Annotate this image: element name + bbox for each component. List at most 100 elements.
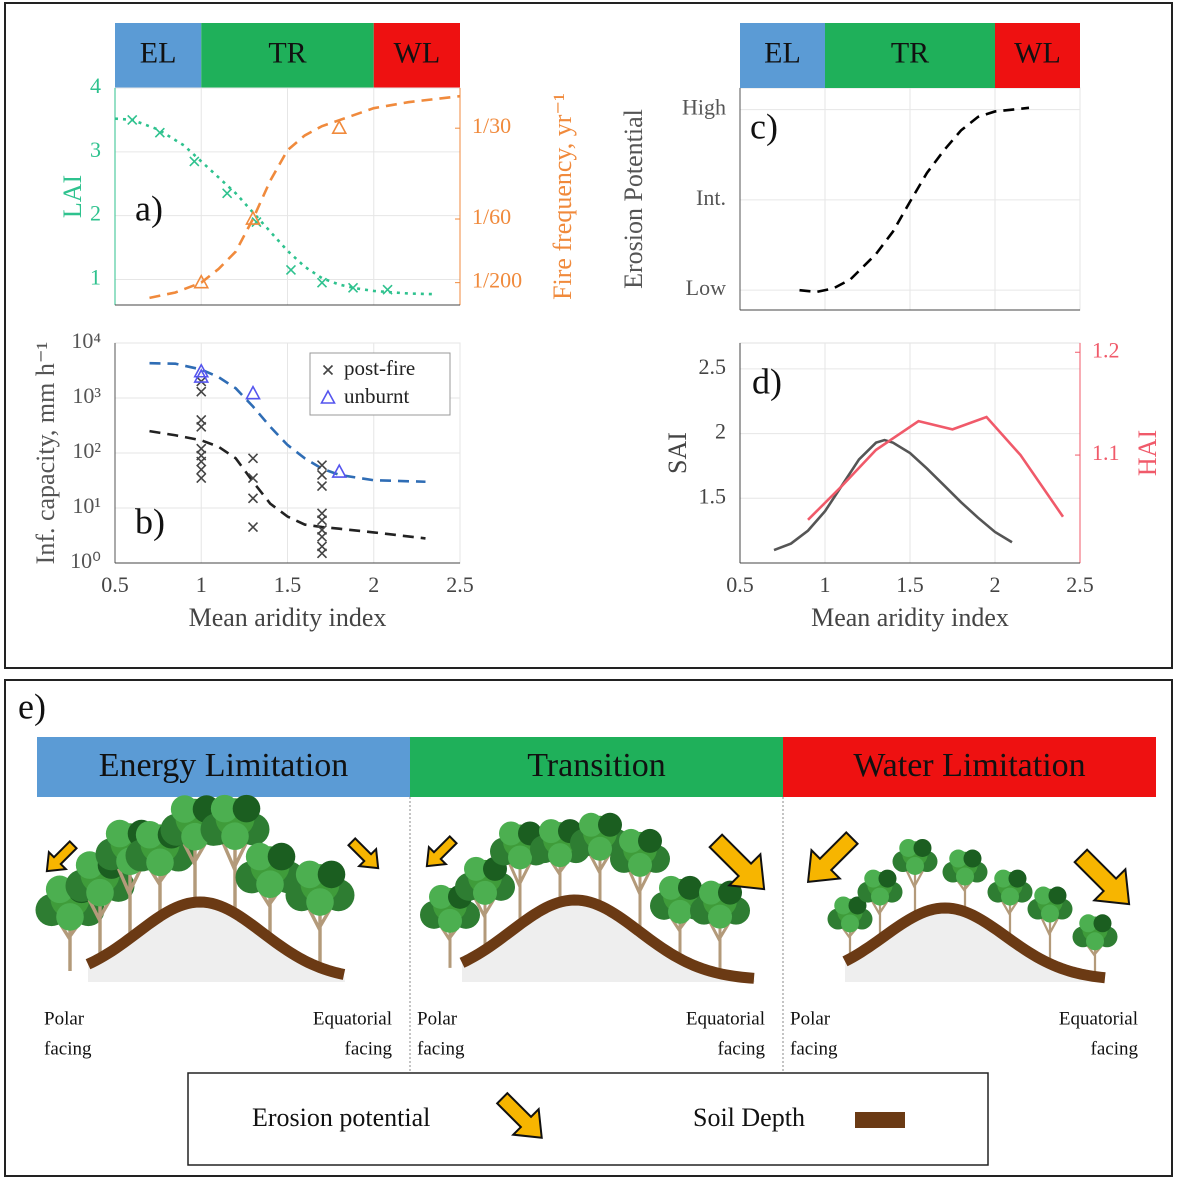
tree-canopy (963, 849, 982, 868)
polar-label: Polar (417, 1008, 458, 1029)
triangle-marker (245, 210, 261, 225)
tree-canopy (638, 828, 662, 853)
regime-band (115, 23, 202, 88)
x-tick-label: 1.5 (896, 572, 924, 597)
y-axis-label: SAI (663, 432, 692, 474)
x-marker (247, 522, 259, 533)
y-tick-label: 10² (72, 438, 101, 463)
y2-tick-label: 1/200 (472, 268, 522, 293)
y-tick-label: 4 (90, 73, 101, 98)
y-axis-label: Erosion Potential (619, 109, 648, 289)
tree-canopy (598, 812, 622, 837)
series-line (149, 429, 426, 540)
y2-tick-label: 1/60 (472, 204, 511, 229)
x-marker (316, 460, 328, 471)
tree-canopy (588, 836, 612, 861)
equatorial-label: Equatorial (686, 1008, 765, 1029)
erosion-arrow (1073, 848, 1131, 906)
erosion-arrow (806, 831, 859, 884)
x-tick-label: 2.5 (1066, 572, 1094, 597)
legend-box (309, 352, 451, 416)
panel-label: b) (135, 501, 165, 541)
x-marker (189, 156, 200, 167)
x-marker (247, 453, 259, 464)
legend-symbol (322, 364, 334, 376)
tree-canopy (678, 875, 702, 900)
y2-tick-label: 1.1 (1092, 440, 1120, 465)
x-tick-label: 1 (820, 572, 831, 597)
polar-label: facing (417, 1038, 465, 1059)
x-marker (247, 493, 259, 504)
tree-canopy (1001, 887, 1019, 906)
marker (196, 386, 207, 397)
tree-canopy (1086, 932, 1104, 951)
x-marker (316, 548, 328, 559)
marker (247, 493, 259, 504)
tree-canopy (834, 896, 853, 915)
x-axis-label: Mean aridity index (189, 603, 387, 632)
legend-symbol (320, 389, 336, 404)
x-tick-label: 0.5 (726, 572, 754, 597)
region-title: Transition (527, 747, 666, 784)
y-axis-label: LAI (58, 175, 87, 218)
region-title-bar (783, 737, 1156, 797)
soil-layer (459, 894, 755, 984)
marker (193, 273, 210, 289)
x-marker (382, 284, 393, 295)
tree-canopy (221, 822, 249, 851)
tree-canopy (105, 819, 134, 848)
x-marker (316, 531, 328, 542)
y2-tick-label: 1.2 (1092, 337, 1120, 362)
tree-canopy (708, 904, 732, 929)
y-tick-label: Low (686, 275, 726, 300)
tree-canopy (473, 880, 497, 905)
marker (247, 473, 259, 484)
triangle-marker (193, 363, 210, 378)
y-tick-label: 10¹ (72, 493, 101, 518)
panel-label: e) (18, 686, 46, 726)
x-marker (316, 515, 328, 526)
legend-label: post-fire (344, 356, 415, 380)
polar-label: Polar (790, 1008, 831, 1029)
y-tick-label: 1 (90, 265, 101, 290)
panel-label: c) (750, 106, 778, 146)
triangle-marker (193, 368, 210, 383)
series-line (799, 106, 1030, 294)
marker (251, 216, 262, 228)
marker (247, 453, 259, 464)
x-tick-label: 1.5 (274, 572, 302, 597)
tree-canopy (699, 880, 723, 905)
legend-soil-swatch (855, 1112, 905, 1128)
tree-canopy (659, 875, 683, 900)
y-tick-label: 3 (90, 137, 101, 162)
x-marker (196, 386, 207, 397)
x-tick-label: 2 (990, 572, 1001, 597)
tree-canopy (841, 914, 859, 933)
tree-canopy (864, 869, 883, 888)
panel-label: a) (135, 188, 163, 228)
tree-canopy (464, 856, 488, 881)
tree-canopy (438, 908, 462, 933)
tree-canopy (86, 878, 114, 907)
regime-label: WL (394, 36, 441, 69)
tree-canopy (295, 860, 324, 889)
region-title: Water Limitation (853, 747, 1085, 784)
marker (247, 522, 259, 533)
marker (331, 463, 348, 478)
top-frame (4, 2, 1173, 669)
y2-axis-label: Fire frequency, yr⁻¹ (548, 93, 577, 300)
x-marker (196, 473, 207, 484)
regime-band (740, 23, 825, 88)
tree-canopy (548, 843, 572, 868)
x-tick-label: 0.5 (101, 572, 129, 597)
equatorial-label: facing (718, 1038, 766, 1059)
marker (189, 156, 200, 167)
y2-axis-label: HAI (1133, 430, 1162, 476)
series-line (114, 117, 435, 296)
tree-canopy (619, 828, 643, 853)
tree-canopy (1041, 904, 1059, 923)
marker (127, 114, 138, 125)
x-marker (247, 473, 259, 484)
x-marker (196, 456, 207, 467)
polar-label: facing (790, 1038, 838, 1059)
